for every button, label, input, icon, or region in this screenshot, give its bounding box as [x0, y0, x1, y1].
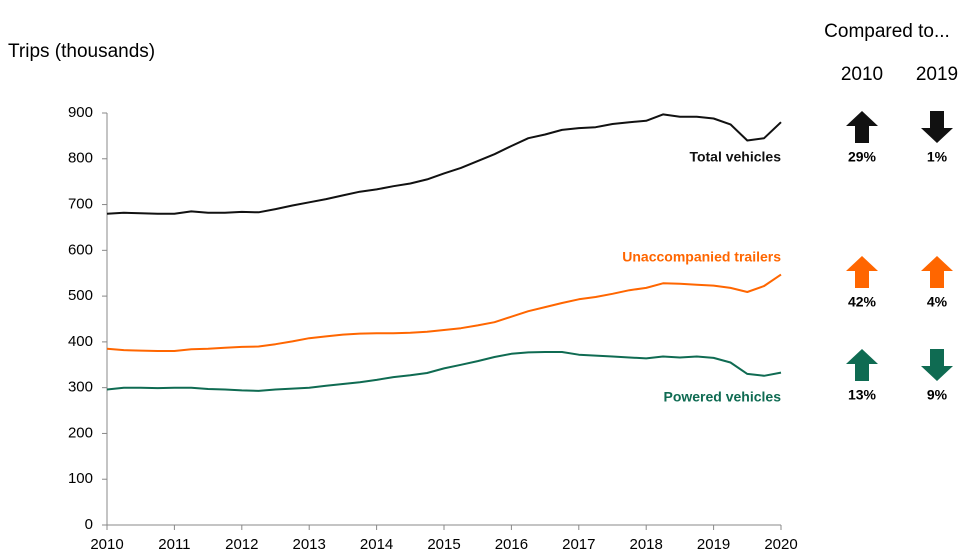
change-arrow: [846, 349, 878, 381]
x-tick-label: 2018: [630, 536, 663, 553]
comparison-title: Compared to...: [824, 21, 950, 42]
y-tick-label: 0: [85, 516, 93, 533]
change-arrow: [921, 256, 953, 288]
series-label: Powered vehicles: [663, 389, 781, 405]
series-line: [106, 351, 782, 392]
series-label: Unaccompanied trailers: [622, 249, 781, 265]
change-label: 13%: [848, 387, 877, 403]
x-tick-label: 2011: [158, 536, 190, 553]
series-line: [106, 113, 782, 215]
y-tick-label: 700: [68, 196, 93, 213]
y-tick-label: 300: [68, 379, 93, 396]
y-tick-label: 100: [68, 470, 93, 487]
y-tick-label: 500: [68, 287, 93, 304]
change-label: 9%: [927, 387, 948, 403]
y-tick-label: 400: [68, 333, 93, 350]
x-tick-label: 2010: [90, 536, 123, 553]
column-header: 2019: [916, 64, 958, 85]
change-arrow: [846, 111, 878, 143]
x-tick-label: 2013: [293, 536, 326, 553]
y-axis-label: Trips (thousands): [8, 41, 155, 62]
change-arrow: [921, 349, 953, 381]
y-tick-label: 900: [68, 104, 93, 121]
y-tick-label: 600: [68, 241, 93, 258]
column-header: 2010: [841, 64, 883, 85]
series-line: [106, 273, 782, 352]
series-label: Total vehicles: [689, 149, 781, 165]
change-arrow: [921, 111, 953, 143]
x-tick-label: 2012: [225, 536, 258, 553]
change-label: 4%: [927, 294, 948, 310]
x-tick-label: 2015: [427, 536, 460, 553]
change-label: 42%: [848, 294, 877, 310]
x-tick-label: 2019: [697, 536, 730, 553]
change-label: 29%: [848, 149, 877, 165]
y-tick-label: 800: [68, 150, 93, 167]
y-tick-label: 200: [68, 424, 93, 441]
change-label: 1%: [927, 149, 948, 165]
x-tick-label: 2020: [764, 536, 797, 553]
x-tick-label: 2016: [495, 536, 528, 553]
x-tick-label: 2017: [562, 536, 595, 553]
change-arrow: [846, 256, 878, 288]
x-tick-label: 2014: [360, 536, 393, 553]
